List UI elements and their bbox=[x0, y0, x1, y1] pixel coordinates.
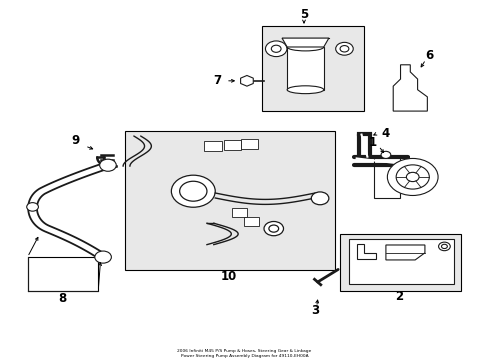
Text: 1: 1 bbox=[367, 136, 376, 149]
Polygon shape bbox=[240, 76, 253, 86]
Bar bbox=[232, 208, 246, 217]
Text: 5: 5 bbox=[299, 8, 307, 22]
Bar bbox=[240, 139, 258, 149]
Text: 9: 9 bbox=[71, 134, 79, 147]
Text: 2006 Infiniti M45 P/S Pump & Hoses, Steering Gear & Linkage
Power Steering Pump : 2006 Infiniti M45 P/S Pump & Hoses, Stee… bbox=[177, 349, 311, 357]
Circle shape bbox=[395, 165, 428, 189]
Bar bbox=[244, 217, 259, 226]
Bar bbox=[27, 257, 98, 291]
Text: 3: 3 bbox=[310, 304, 319, 317]
Bar bbox=[261, 26, 363, 111]
Circle shape bbox=[27, 203, 39, 211]
Circle shape bbox=[243, 78, 250, 84]
Ellipse shape bbox=[286, 43, 323, 51]
Text: 2: 2 bbox=[395, 291, 403, 303]
Circle shape bbox=[339, 46, 348, 52]
Circle shape bbox=[386, 158, 437, 195]
Circle shape bbox=[335, 42, 352, 55]
Bar bbox=[125, 131, 334, 270]
Bar bbox=[223, 140, 241, 149]
Text: 4: 4 bbox=[381, 127, 389, 140]
Circle shape bbox=[438, 242, 449, 251]
Text: 7: 7 bbox=[213, 74, 221, 87]
Circle shape bbox=[271, 45, 281, 52]
Bar bbox=[203, 141, 221, 151]
Text: 8: 8 bbox=[59, 292, 66, 305]
Text: 10: 10 bbox=[220, 270, 237, 283]
Ellipse shape bbox=[286, 86, 323, 94]
Bar bbox=[348, 239, 453, 284]
Bar bbox=[286, 47, 323, 90]
Circle shape bbox=[264, 221, 283, 236]
Circle shape bbox=[95, 251, 111, 263]
Circle shape bbox=[268, 225, 278, 232]
Polygon shape bbox=[282, 38, 328, 47]
Bar bbox=[373, 156, 399, 198]
Circle shape bbox=[406, 172, 418, 181]
Bar bbox=[339, 234, 461, 291]
Circle shape bbox=[311, 192, 328, 205]
Circle shape bbox=[380, 151, 390, 158]
Text: 6: 6 bbox=[425, 49, 433, 62]
Circle shape bbox=[441, 244, 447, 248]
Circle shape bbox=[179, 181, 206, 201]
Circle shape bbox=[100, 159, 116, 171]
Circle shape bbox=[171, 175, 215, 207]
Circle shape bbox=[265, 41, 286, 57]
